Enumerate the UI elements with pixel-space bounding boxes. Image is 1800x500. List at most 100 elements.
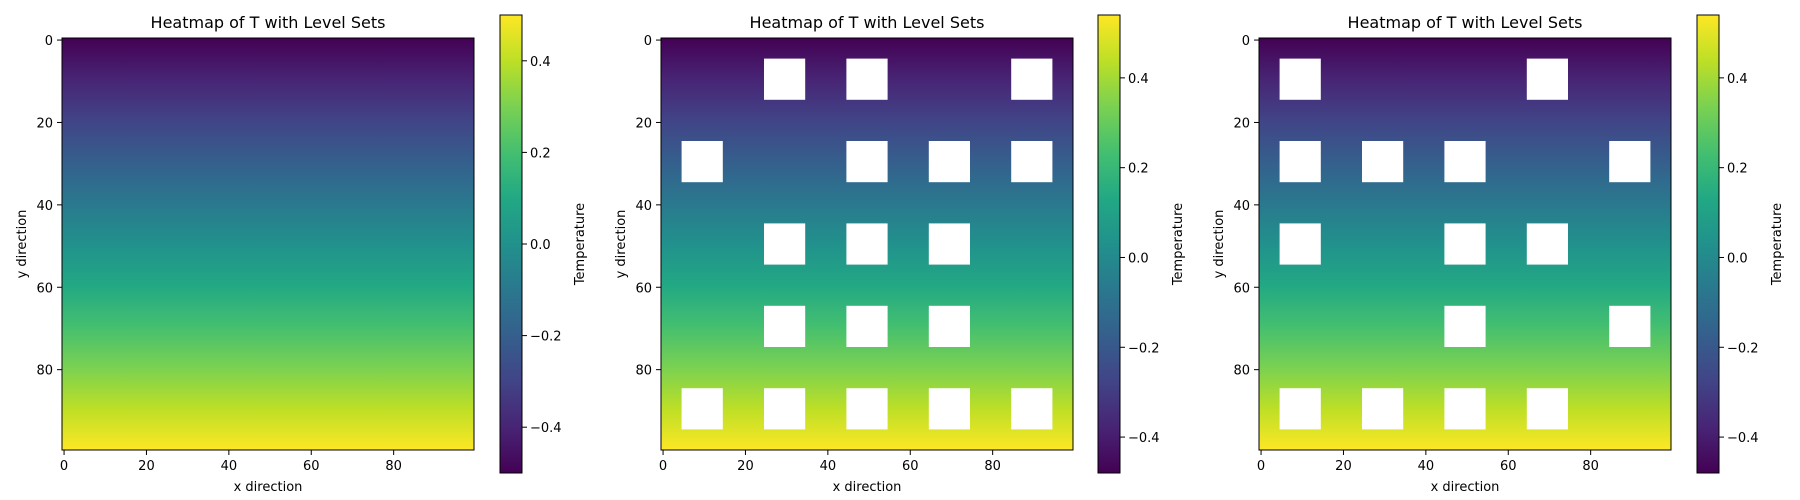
obstacle-square (846, 223, 888, 265)
y-axis-label: y direction (1212, 210, 1227, 279)
obstacle-square (1526, 388, 1568, 430)
colorbar-tick-label: 0.0 (1128, 251, 1149, 266)
obstacle-square (1362, 141, 1404, 183)
colorbar-label: Temperature (1770, 203, 1785, 286)
y-tick-label: 40 (635, 199, 652, 214)
obstacle-square (846, 305, 888, 347)
colorbar-tick-label: −0.4 (1128, 431, 1160, 446)
obstacle-square (764, 58, 806, 100)
chart-title: Heatmap of T with Level Sets (750, 13, 985, 32)
colorbar-tick-label: −0.2 (530, 330, 562, 345)
obstacle-square (764, 223, 806, 265)
colorbar (1696, 14, 1720, 474)
x-tick-label: 40 (820, 459, 837, 474)
colorbar-tick-label: −0.2 (1727, 341, 1759, 356)
obstacle-square (928, 305, 970, 347)
colorbar-label: Temperature (573, 203, 588, 286)
obstacle-square (1279, 223, 1321, 265)
obstacle-square (928, 388, 970, 430)
obstacle-square (1279, 58, 1321, 100)
y-tick-label: 60 (635, 281, 652, 296)
x-tick-label: 80 (984, 459, 1001, 474)
obstacle-square (1279, 388, 1321, 430)
y-tick-label: 80 (1233, 364, 1250, 379)
y-tick-label: 0 (644, 34, 652, 49)
colorbar-label: Temperature (1171, 203, 1186, 286)
obstacle-square (764, 305, 806, 347)
obstacle-square (681, 141, 723, 183)
colorbar-tick-label: 0.4 (530, 55, 551, 70)
plot-frame (1258, 37, 1672, 451)
heatmap-field (62, 38, 474, 450)
colorbar-tick-label: 0.0 (530, 238, 551, 253)
heatmap-panel-1: Heatmap of T with Level Sets 0 20 40 60 80 0 20… (15, 13, 588, 495)
obstacle-square (846, 141, 888, 183)
x-tick-label: 40 (221, 459, 238, 474)
y-tick-label: 40 (36, 199, 53, 214)
obstacle-square (1526, 223, 1568, 265)
obstacle-square (681, 388, 723, 430)
obstacle-square (1011, 388, 1053, 430)
y-axis-label: y direction (614, 210, 629, 279)
x-tick-label: 20 (737, 459, 754, 474)
obstacle-square (1011, 58, 1053, 100)
obstacle-square (1526, 58, 1568, 100)
obstacle-square (1362, 388, 1404, 430)
obstacle-square (846, 58, 888, 100)
x-tick-label: 60 (1500, 459, 1517, 474)
colorbar (499, 14, 523, 474)
chart-title: Heatmap of T with Level Sets (151, 13, 386, 32)
x-tick-label: 20 (1335, 459, 1352, 474)
obstacle-square (928, 223, 970, 265)
x-tick-label: 60 (303, 459, 320, 474)
obstacle-square (1011, 141, 1053, 183)
x-axis-label: x direction (1431, 480, 1500, 495)
colorbar-tick-label: 0.2 (1727, 162, 1748, 177)
x-axis-label: x direction (234, 480, 303, 495)
obstacle-square (1609, 305, 1651, 347)
obstacle-square (1279, 141, 1321, 183)
y-tick-label: 80 (36, 364, 53, 379)
y-axis-label: y direction (15, 210, 30, 279)
colorbar-tick-label: 0.0 (1727, 251, 1748, 266)
x-tick-label: 80 (1582, 459, 1599, 474)
chart-title: Heatmap of T with Level Sets (1348, 13, 1583, 32)
obstacle-square (1444, 223, 1486, 265)
colorbar-tick-label: 0.4 (1128, 72, 1149, 87)
colorbar-tick-label: −0.4 (1727, 431, 1759, 446)
x-tick-label: 40 (1418, 459, 1435, 474)
colorbar-tick-label: −0.2 (1128, 341, 1160, 356)
heatmap-panel-3: Heatmap of T with Level Sets 0 20 40 60 80 0 20… (1212, 13, 1785, 495)
obstacle-square (764, 388, 806, 430)
colorbar (1097, 14, 1121, 474)
y-tick-label: 20 (36, 116, 53, 131)
x-tick-label: 0 (659, 459, 667, 474)
x-tick-label: 0 (1257, 459, 1265, 474)
y-tick-label: 80 (635, 364, 652, 379)
obstacle-square (1444, 305, 1486, 347)
y-tick-label: 20 (1233, 116, 1250, 131)
colorbar-tick-label: 0.4 (1727, 72, 1748, 87)
heatmap-panel-2: Heatmap of T with Level Sets 0 20 40 60 80 0 20… (614, 13, 1186, 495)
colorbar-tick-label: −0.4 (530, 421, 562, 436)
y-tick-label: 40 (1233, 199, 1250, 214)
plot-frame (61, 37, 475, 451)
colorbar-tick-label: 0.2 (1128, 162, 1149, 177)
colorbar-tick-label: 0.2 (530, 146, 551, 161)
plot-frame (660, 37, 1074, 451)
obstacle-square (1444, 141, 1486, 183)
obstacle-square (928, 141, 970, 183)
y-tick-label: 0 (1242, 34, 1250, 49)
x-tick-label: 60 (902, 459, 919, 474)
obstacle-square (1444, 388, 1486, 430)
y-tick-label: 20 (635, 116, 652, 131)
x-axis-label: x direction (833, 480, 902, 495)
y-tick-label: 0 (45, 34, 53, 49)
x-tick-label: 0 (60, 459, 68, 474)
y-tick-label: 60 (36, 281, 53, 296)
obstacle-square (1609, 141, 1651, 183)
x-tick-label: 80 (385, 459, 402, 474)
x-tick-label: 20 (138, 459, 155, 474)
obstacle-square (846, 388, 888, 430)
